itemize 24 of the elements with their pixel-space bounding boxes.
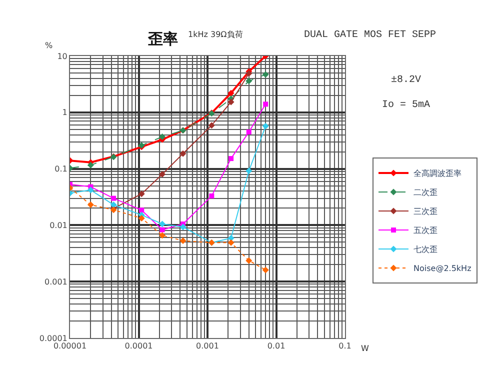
legend-label: 全高調波歪率 <box>414 169 462 178</box>
y-tick-label: 0.01 <box>50 221 68 230</box>
text: DUAL GATE MOS FET SEPP <box>304 30 436 41</box>
y-tick-label: 0.0001 <box>39 334 68 343</box>
y-tick-label: 1 <box>62 108 68 118</box>
legend-label: 三次歪 <box>414 207 438 216</box>
x-tick-label: 0.0001 <box>124 342 153 351</box>
x-axis-title: W <box>361 344 369 353</box>
x-tick-label: 0.00001 <box>53 342 87 351</box>
x-tick-label: 0.001 <box>196 342 219 351</box>
chart-subtitle: 1kHz 39Ω負荷 <box>188 30 243 39</box>
x-tick-label: 0.1 <box>338 342 352 351</box>
legend-label: 七次歪 <box>414 245 438 254</box>
y-axis-title: % <box>45 41 53 50</box>
text: Io = 5mA <box>382 100 430 111</box>
y-tick-label: 10 <box>57 52 68 61</box>
legend-label: 二次歪 <box>414 188 438 198</box>
chart-title: 歪率 <box>147 30 178 48</box>
text: ±8.2V <box>391 75 422 86</box>
y-tick-label: 0.001 <box>44 277 68 286</box>
legend-label: 五次歪 <box>414 226 438 236</box>
legend-label: Noise@2.5kHz <box>414 264 472 274</box>
y-tick-label: 0.1 <box>54 164 68 174</box>
x-tick-label: 0.01 <box>267 342 286 351</box>
